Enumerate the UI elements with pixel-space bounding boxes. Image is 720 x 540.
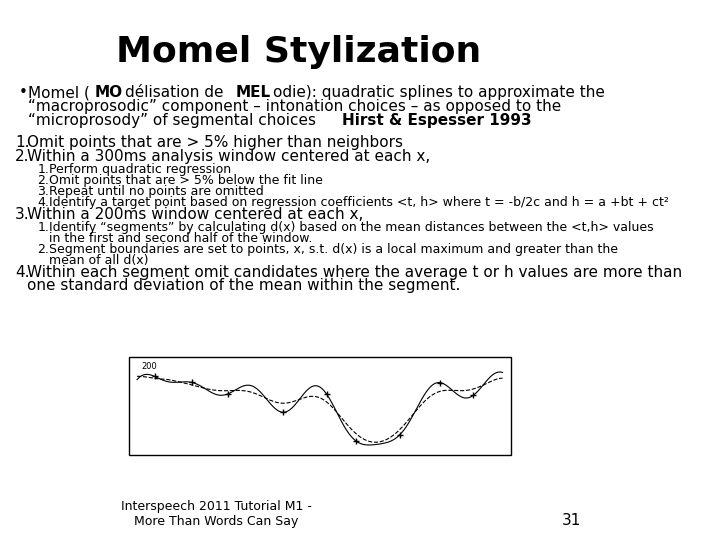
Text: 2.: 2. bbox=[37, 243, 49, 256]
Text: 200: 200 bbox=[141, 362, 157, 371]
Text: Momel Stylization: Momel Stylization bbox=[117, 35, 482, 69]
FancyBboxPatch shape bbox=[129, 357, 511, 455]
Text: 4.: 4. bbox=[15, 265, 30, 280]
Text: 3.: 3. bbox=[37, 185, 49, 198]
Text: Omit points that are > 5% higher than neighbors: Omit points that are > 5% higher than ne… bbox=[27, 135, 402, 150]
Text: Identify a target point based on regression coefficients <t, h> where t = -b/2c : Identify a target point based on regress… bbox=[49, 196, 669, 209]
Text: in the first and second half of the window.: in the first and second half of the wind… bbox=[49, 232, 312, 245]
Text: MO: MO bbox=[94, 85, 122, 100]
Text: Identify “segments” by calculating d(x) based on the mean distances between the : Identify “segments” by calculating d(x) … bbox=[49, 221, 654, 234]
Text: odie): quadratic splines to approximate the: odie): quadratic splines to approximate … bbox=[273, 85, 605, 100]
Text: Hirst & Espesser 1993: Hirst & Espesser 1993 bbox=[342, 113, 532, 128]
Text: “microprosody” of segmental choices: “microprosody” of segmental choices bbox=[28, 113, 321, 128]
Text: 2.: 2. bbox=[15, 149, 30, 164]
Text: Within a 200ms window centered at each x,: Within a 200ms window centered at each x… bbox=[27, 207, 363, 222]
Text: Within a 300ms analysis window centered at each x,: Within a 300ms analysis window centered … bbox=[27, 149, 430, 164]
Text: 2.: 2. bbox=[37, 174, 49, 187]
Text: •: • bbox=[18, 85, 27, 100]
Text: 1.: 1. bbox=[37, 163, 49, 176]
Text: Interspeech 2011 Tutorial M1 -
More Than Words Can Say: Interspeech 2011 Tutorial M1 - More Than… bbox=[120, 500, 312, 528]
Text: one standard deviation of the mean within the segment.: one standard deviation of the mean withi… bbox=[27, 278, 460, 293]
Text: MEL: MEL bbox=[235, 85, 271, 100]
Text: Perform quadratic regression: Perform quadratic regression bbox=[49, 163, 231, 176]
Text: 1.: 1. bbox=[15, 135, 30, 150]
Text: Repeat until no points are omitted: Repeat until no points are omitted bbox=[49, 185, 264, 198]
Text: délisation de: délisation de bbox=[125, 85, 228, 100]
Text: “macroprosodic” component – intonation choices – as opposed to the: “macroprosodic” component – intonation c… bbox=[28, 99, 562, 114]
Text: mean of all d(x): mean of all d(x) bbox=[49, 254, 148, 267]
Text: 1.: 1. bbox=[37, 221, 49, 234]
Text: 3.: 3. bbox=[15, 207, 30, 222]
Text: Momel (: Momel ( bbox=[28, 85, 90, 100]
Text: Within each segment omit candidates where the average t or h values are more tha: Within each segment omit candidates wher… bbox=[27, 265, 682, 280]
Text: 4.: 4. bbox=[37, 196, 49, 209]
Text: Segment boundaries are set to points, x, s.t. d(x) is a local maximum and greate: Segment boundaries are set to points, x,… bbox=[49, 243, 618, 256]
Text: 31: 31 bbox=[562, 513, 582, 528]
Text: Omit points that are > 5% below the fit line: Omit points that are > 5% below the fit … bbox=[49, 174, 323, 187]
